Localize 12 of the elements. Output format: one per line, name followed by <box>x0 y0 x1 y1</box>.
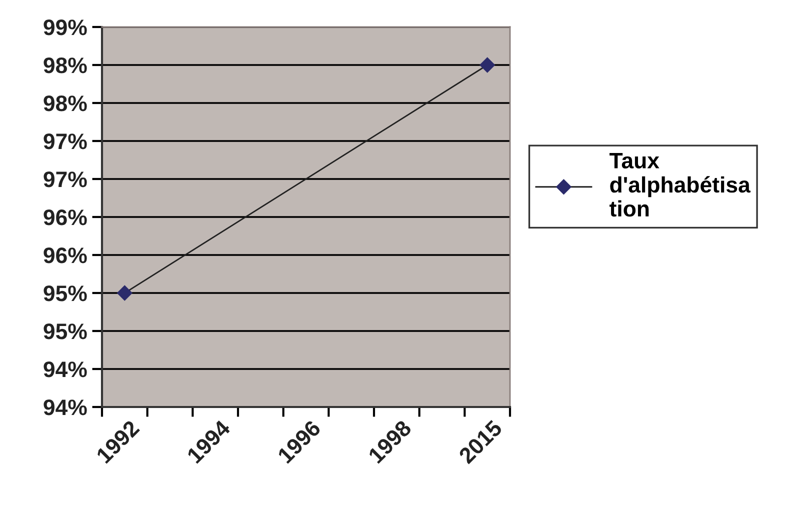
y-tick-label: 98% <box>44 96 87 112</box>
y-tick-label: 96% <box>44 248 87 264</box>
y-tick-label: 96% <box>44 210 87 226</box>
y-tick-label: 95% <box>44 286 87 302</box>
y-tick-label: 94% <box>44 362 87 378</box>
y-tick-label: 98% <box>44 58 87 74</box>
y-tick-label: 97% <box>44 134 87 150</box>
legend-label: Taux d'alphabétisation <box>610 153 751 217</box>
y-tick-label: 94% <box>44 400 87 416</box>
y-tick-label: 95% <box>44 324 87 340</box>
y-tick-label: 97% <box>44 172 87 188</box>
y-tick-label: 99% <box>44 20 87 36</box>
